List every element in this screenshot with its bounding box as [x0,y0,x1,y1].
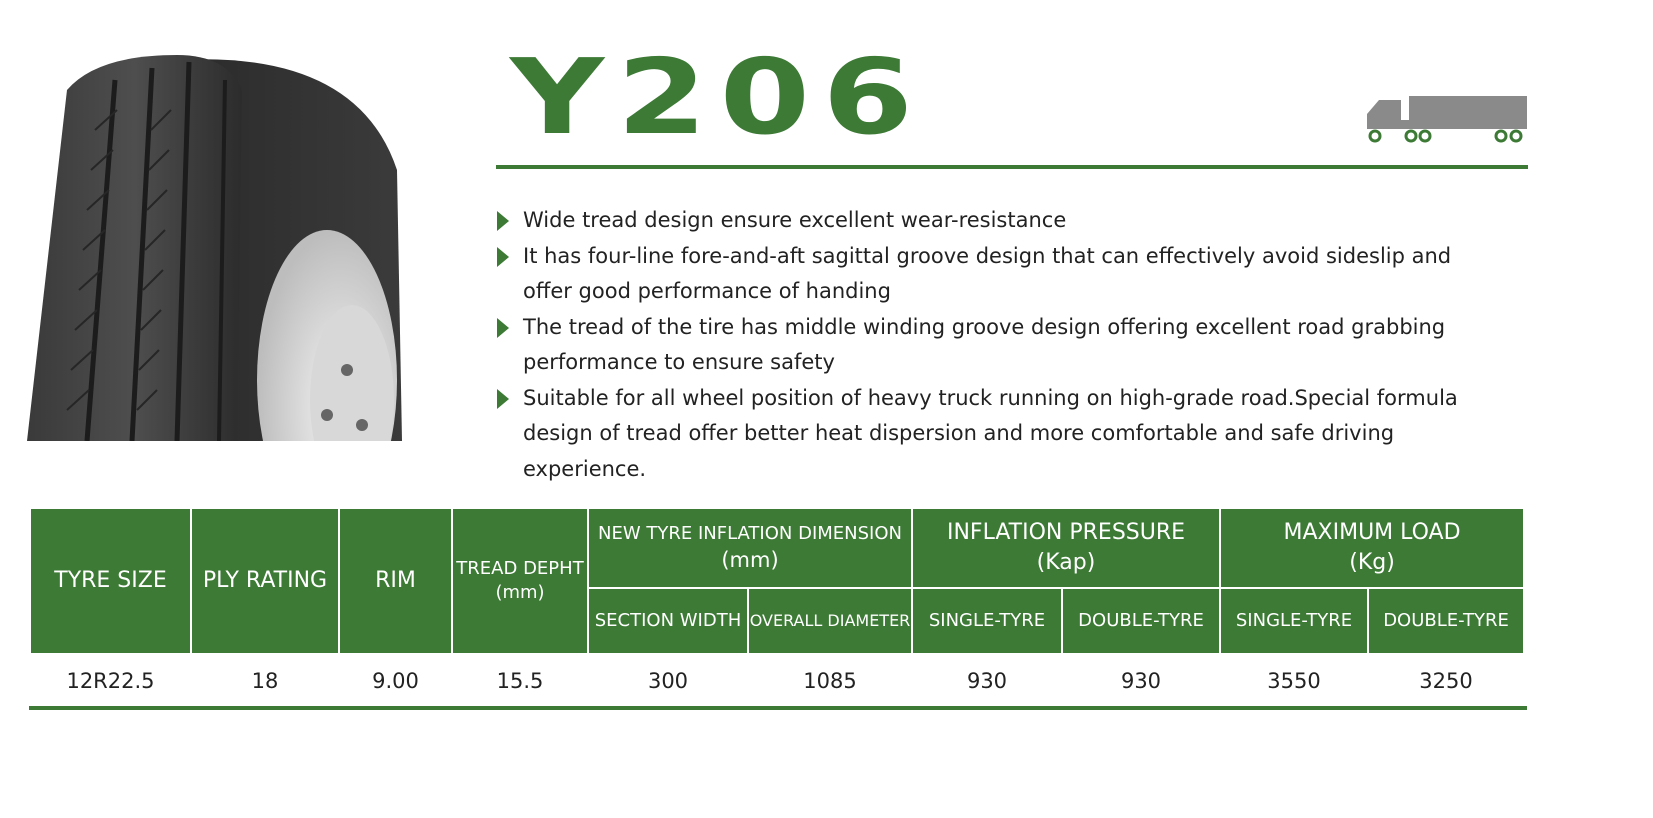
feature-line: Suitable for all wheel position of heavy… [523,385,1458,410]
header-section-width: SECTION WIDTH [587,587,749,655]
tire-image [27,50,402,441]
feature-item: The tread of the tire has middle winding… [497,310,1497,381]
header-tread-depth-label: TREAD DEPHT [456,557,584,579]
header-pressure-double: DOUBLE-TYRE [1060,587,1222,655]
header-load-unit: (Kg) [1349,550,1395,575]
table-bottom-divider [29,706,1527,710]
header-new-tyre-label: NEW TYRE INFLATION DIMENSION [598,522,902,544]
cell-tread-depth: 15.5 [496,669,544,693]
cell-section-width: 300 [647,669,689,693]
header-pressure-unit: (Kap) [1036,550,1096,575]
cell-tyre-size: 12R22.5 [66,669,155,693]
header-load-double: DOUBLE-TYRE [1367,587,1526,655]
header-new-tyre-unit: (mm) [721,547,779,572]
table-row: 12R22.5 18 9.00 15.5 300 1085 930 930 35… [30,654,1524,707]
title-divider [496,165,1528,169]
header-new-tyre-dimension: NEW TYRE INFLATION DIMENSION (mm) [587,507,913,589]
feature-line: experience. [523,456,647,481]
header-tread-depth-unit: (mm) [495,582,545,603]
cell-pressure-double: 930 [1120,669,1162,693]
feature-line: performance to ensure safety [523,350,835,374]
feature-line: Wide tread design ensure excellent wear-… [523,208,1067,232]
feature-line: offer good performance of handing [523,279,891,303]
feature-line: design of tread offer better heat disper… [523,421,1395,445]
cell-rim: 9.00 [372,669,419,693]
triangle-bullet-icon [497,246,509,267]
triangle-bullet-icon [497,388,509,409]
cell-pressure-single: 930 [966,669,1008,693]
header-pressure-label: INFLATION PRESSURE [946,520,1186,546]
tire-illustration [27,55,402,441]
product-model-title: Y206 [510,36,926,158]
feature-item: Suitable for all wheel position of heavy… [497,381,1497,488]
header-maximum-load: MAXIMUM LOAD (Kg) [1219,507,1526,589]
header-load-label: MAXIMUM LOAD [1283,520,1461,546]
feature-list: Wide tread design ensure excellent wear-… [497,203,1497,487]
header-pressure-single: SINGLE-TYRE [911,587,1063,655]
spec-table: TYRE SIZE PLY RATING RIM TREAD DEPHT (mm… [29,507,1526,707]
header-overall-diameter: OVERALL DIAMETER [747,587,913,655]
header-rim: RIM [338,507,453,655]
triangle-bullet-icon [497,211,509,231]
feature-line: The tread of the tire has middle winding… [523,314,1446,339]
cell-ply-rating: 18 [251,669,279,693]
cell-load-double: 3250 [1419,669,1473,693]
header-ply-rating: PLY RATING [190,507,340,655]
truck-trailer-icon [1365,96,1529,148]
feature-item: Wide tread design ensure excellent wear-… [497,203,1497,239]
header-tyre-size: TYRE SIZE [29,507,192,655]
feature-line: It has four-line fore-and-aft sagittal g… [523,243,1452,268]
header-load-single: SINGLE-TYRE [1219,587,1370,655]
cell-load-single: 3550 [1267,669,1321,693]
header-tread-depth: TREAD DEPHT (mm) [451,507,589,655]
cell-overall-diameter: 1085 [803,669,857,693]
header-inflation-pressure: INFLATION PRESSURE (Kap) [910,507,1222,589]
triangle-bullet-icon [497,317,509,338]
feature-item: It has four-line fore-and-aft sagittal g… [497,239,1497,310]
